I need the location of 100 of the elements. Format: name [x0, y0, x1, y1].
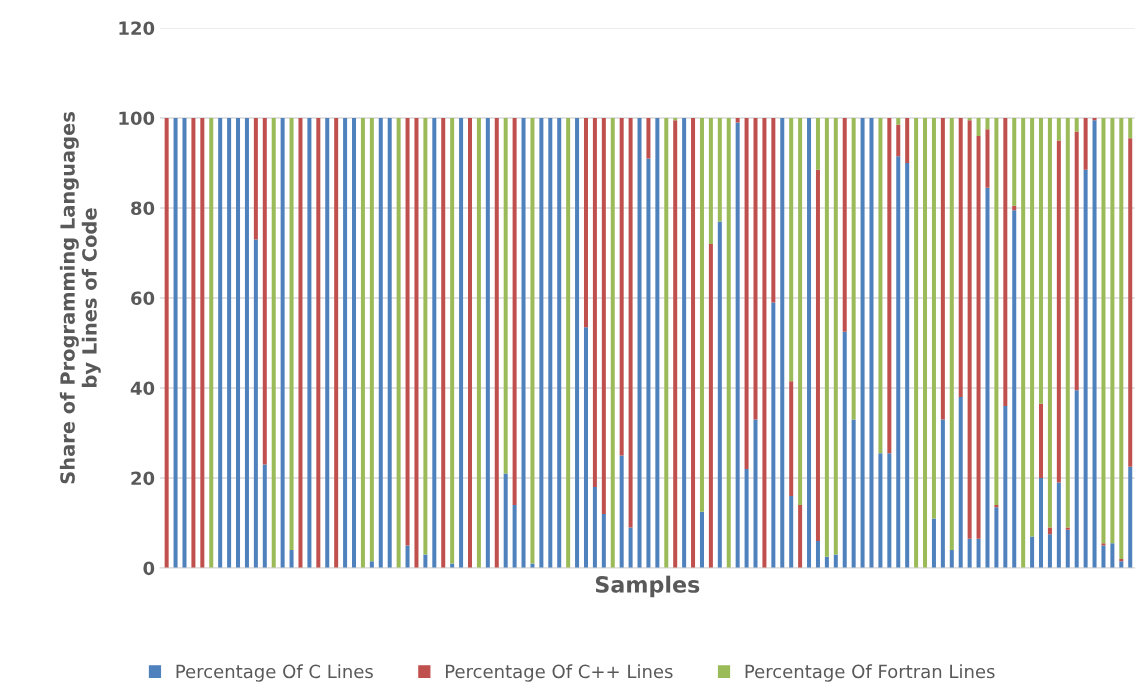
- bar: [976, 117, 981, 136]
- bar: [878, 453, 883, 569]
- bar: [271, 117, 276, 569]
- bar: [691, 117, 696, 569]
- bar: [503, 473, 508, 569]
- bar: [798, 117, 803, 506]
- y-tick-label: 120: [119, 21, 155, 36]
- bar: [432, 117, 437, 569]
- bar: [771, 117, 776, 303]
- bar: [682, 117, 687, 569]
- bar: [1092, 120, 1097, 569]
- bar: [994, 117, 999, 506]
- bar: [985, 187, 990, 569]
- bar: [530, 117, 535, 564]
- bar: [236, 117, 241, 569]
- y-tick-label: 0: [143, 561, 155, 576]
- bar: [227, 117, 232, 569]
- bar: [1101, 545, 1106, 569]
- bar: [414, 117, 419, 569]
- bar: [869, 117, 874, 569]
- bar: [931, 117, 936, 519]
- bar: [878, 117, 883, 454]
- y-tick-label: 20: [131, 471, 155, 486]
- bar: [798, 505, 803, 569]
- bar: [325, 117, 330, 569]
- bar: [289, 550, 294, 569]
- legend-label: Percentage Of C Lines: [176, 664, 373, 682]
- bar: [1119, 117, 1124, 560]
- bar: [887, 453, 892, 569]
- bar: [664, 117, 669, 569]
- bar: [789, 117, 794, 382]
- bar: [851, 419, 856, 569]
- bar: [539, 117, 544, 569]
- bar: [521, 117, 526, 569]
- bar: [1030, 536, 1035, 569]
- bar: [307, 117, 312, 569]
- bar: [896, 124, 901, 157]
- bar: [1039, 117, 1044, 404]
- bar: [601, 514, 606, 569]
- bar: [717, 117, 722, 222]
- bar: [218, 117, 223, 569]
- bar: [923, 117, 928, 569]
- bar: [619, 117, 624, 456]
- bar: [1065, 529, 1070, 569]
- bar: [1047, 117, 1052, 528]
- bar: [851, 117, 856, 420]
- y-axis-title: Share of Programming Languages by Lines of Code: [59, 112, 101, 484]
- bar: [316, 117, 321, 569]
- bar: [566, 117, 571, 569]
- bar: [753, 419, 758, 569]
- bar: [646, 117, 651, 159]
- bar: [753, 117, 758, 420]
- bar: [967, 120, 972, 539]
- bar: [262, 464, 267, 569]
- bar: [1110, 543, 1115, 569]
- bar: [628, 117, 633, 528]
- bar: [1039, 403, 1044, 479]
- bar: [1128, 138, 1133, 467]
- bar: [289, 117, 294, 551]
- bar: [976, 135, 981, 539]
- bar: [1021, 117, 1026, 569]
- bar: [717, 221, 722, 569]
- bar: [815, 169, 820, 542]
- bar: [789, 381, 794, 497]
- bar: [405, 545, 410, 569]
- bar: [423, 117, 428, 555]
- x-axis-title: Samples: [595, 575, 700, 598]
- bar: [824, 117, 829, 557]
- bar: [262, 117, 267, 465]
- bar: [958, 397, 963, 569]
- bar: [744, 117, 749, 470]
- bar: [914, 117, 919, 569]
- bar: [512, 117, 517, 506]
- bar: [485, 117, 490, 569]
- bar: [405, 117, 410, 546]
- bar: [1030, 117, 1035, 537]
- bar: [592, 117, 597, 488]
- bar: [1074, 117, 1079, 132]
- bar: [459, 117, 464, 569]
- bar: [1012, 117, 1017, 206]
- bar: [1101, 543, 1106, 546]
- bar: [164, 117, 169, 569]
- bar: [637, 117, 642, 569]
- bar: [833, 117, 838, 555]
- bar: [441, 117, 446, 569]
- bar: [931, 518, 936, 569]
- bar: [467, 117, 473, 569]
- bar: [940, 419, 945, 569]
- bar: [673, 120, 678, 569]
- bar: [209, 117, 214, 569]
- bar: [396, 117, 401, 569]
- bar: [628, 527, 633, 569]
- bar: [557, 117, 562, 569]
- bar: [200, 117, 205, 569]
- bar: [1047, 534, 1052, 569]
- y-tick-label: 80: [131, 201, 155, 216]
- bar: [887, 117, 892, 454]
- bar: [655, 117, 660, 569]
- bar: [1101, 117, 1106, 544]
- bar: [1083, 117, 1088, 170]
